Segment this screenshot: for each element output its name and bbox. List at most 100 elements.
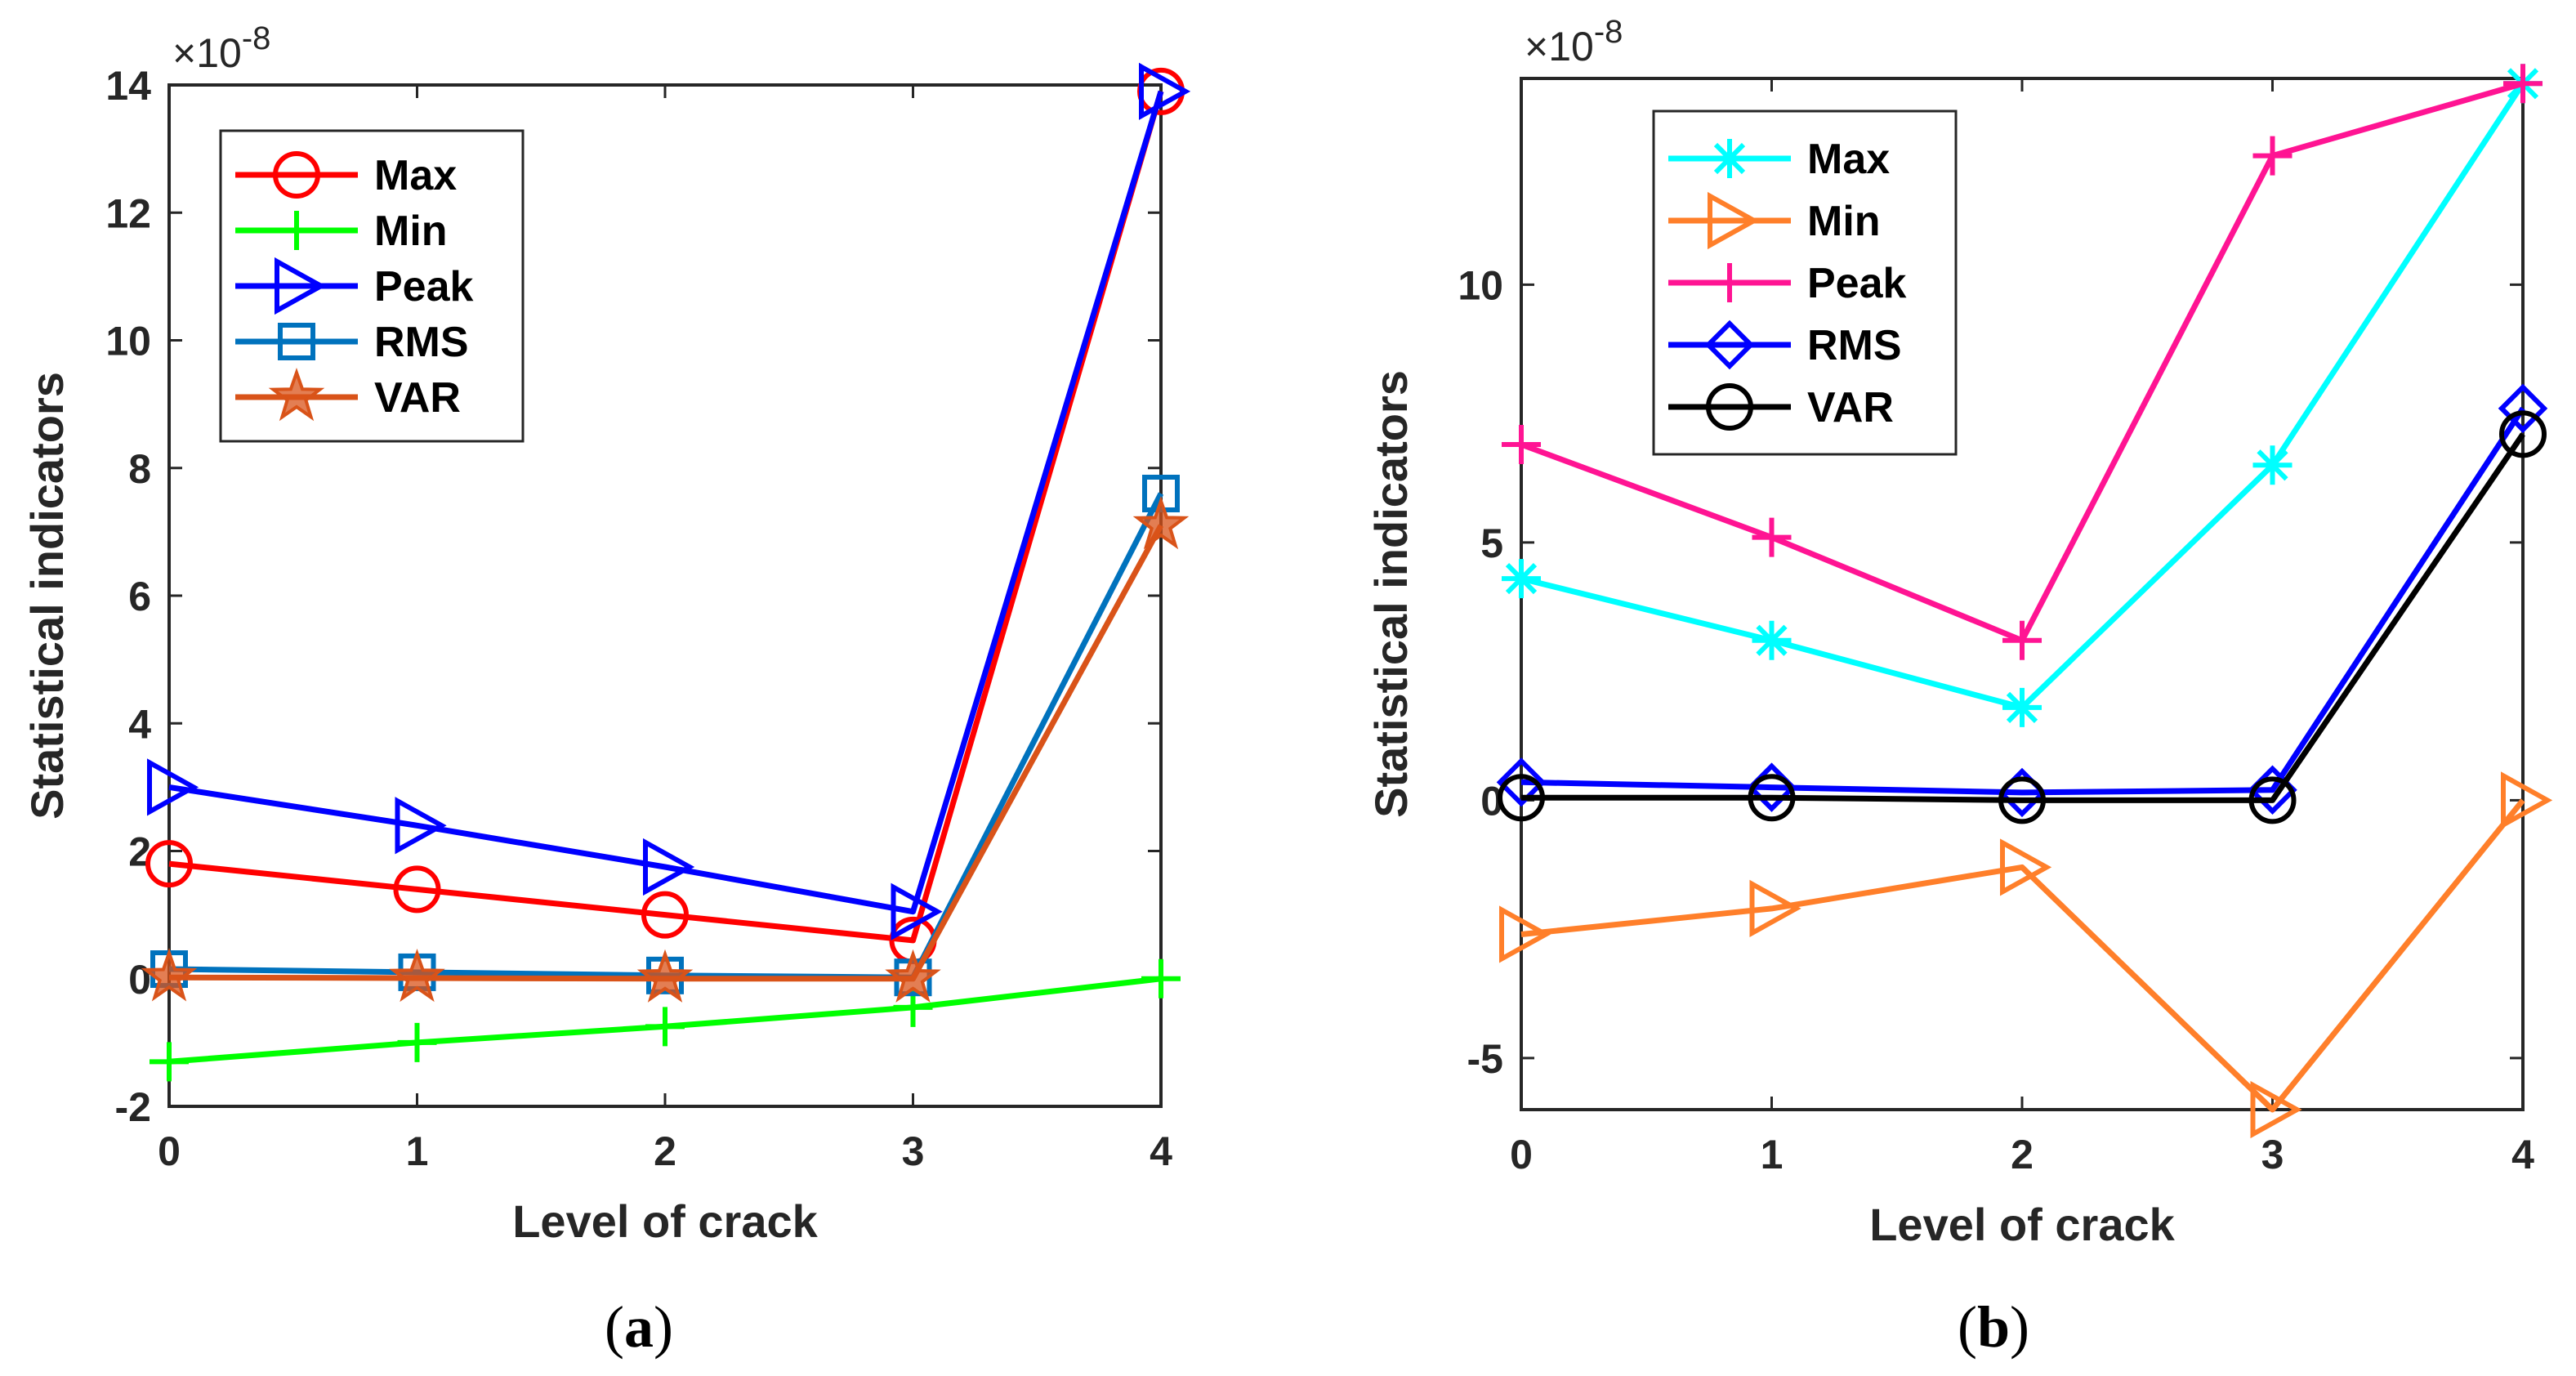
data-point-peak: [1139, 62, 1191, 120]
data-point-max: [641, 891, 689, 939]
data-point-peak: [2503, 64, 2543, 104]
data-point-peak: [147, 758, 199, 816]
data-point-max: [2002, 687, 2042, 727]
x-tick-label: 0: [158, 1128, 181, 1174]
data-point-var: [141, 948, 198, 1002]
data-point-rms: [1496, 757, 1547, 807]
data-point-peak: [643, 838, 695, 896]
y-tick-label: 14: [105, 63, 151, 109]
legend-label-var: VAR: [1807, 384, 1894, 431]
y-tick-label: -2: [115, 1084, 151, 1130]
y-tick-label: 8: [128, 446, 151, 492]
data-point-min: [1749, 879, 1801, 938]
x-tick-label: 2: [2011, 1132, 2034, 1177]
x-tick-label: 4: [2511, 1132, 2534, 1177]
data-point-var: [2499, 410, 2547, 458]
data-point-min: [1499, 905, 1551, 963]
legend-label-max: Max: [1807, 136, 1890, 183]
legend-label-max: Max: [374, 152, 457, 199]
x-axis-label: Level of crack: [1869, 1199, 2175, 1250]
x-tick-label: 0: [1510, 1132, 1533, 1177]
legend-label-min: Min: [1807, 198, 1881, 245]
y-tick-label: 5: [1480, 520, 1503, 566]
legend-marker: [1710, 263, 1749, 302]
x-axis-label: Level of crack: [512, 1195, 818, 1247]
data-point-min: [397, 1022, 437, 1062]
x-tick-label: 1: [1761, 1132, 1784, 1177]
series-min: [150, 958, 1181, 1082]
series-var: [141, 496, 1190, 1003]
data-point-var: [885, 949, 941, 1003]
y-tick-label: 4: [128, 701, 151, 747]
legend-label-var: VAR: [374, 374, 461, 422]
legend-marker: [268, 367, 325, 422]
series-line-peak: [168, 90, 1164, 915]
y-axis-label: Statistical indicators: [1365, 370, 1417, 818]
data-point-min: [2000, 838, 2052, 896]
y-tick-label: 10: [1458, 262, 1503, 308]
caption-a: (a): [605, 1294, 673, 1360]
data-point-var: [636, 949, 694, 1003]
legend-marker: [273, 151, 320, 199]
legend-marker: [1708, 191, 1760, 250]
series-min: [1499, 771, 2553, 1139]
legend-label-rms: RMS: [374, 319, 469, 366]
data-point-peak: [891, 882, 943, 940]
legend-label-rms: RMS: [1807, 322, 1902, 369]
y-tick-label: -5: [1467, 1036, 1503, 1082]
data-point-var: [1748, 774, 1796, 822]
data-point-rms: [2498, 383, 2548, 434]
data-point-min: [150, 1042, 189, 1082]
legend-label-peak: Peak: [1807, 260, 1907, 307]
legend-marker: [277, 211, 316, 250]
y-tick-label: 12: [105, 190, 151, 236]
x-tick-label: 4: [1150, 1128, 1172, 1174]
legend-label-peak: Peak: [374, 263, 474, 310]
data-point-peak: [1502, 425, 1541, 465]
legend-marker: [275, 257, 327, 315]
data-point-min: [645, 1007, 685, 1047]
legend-marker: [1704, 319, 1755, 370]
x-tick-label: 3: [2261, 1132, 2284, 1177]
data-point-max: [1502, 559, 1541, 599]
legend-marker: [278, 323, 315, 360]
data-point-peak: [2002, 620, 2042, 660]
legend-a: Max Min Peak RMS VAR: [219, 129, 525, 443]
data-point-var: [1998, 776, 2046, 824]
legend-b: Max Min Peak RMS VAR: [1652, 109, 1958, 456]
legend-marker: [1706, 383, 1753, 431]
x-tick-label: 2: [654, 1128, 676, 1174]
data-point-var: [2248, 776, 2297, 824]
data-point-var: [1132, 496, 1190, 550]
series-peak: [147, 62, 1191, 940]
x-tick-label: 1: [406, 1128, 429, 1174]
data-point-max: [145, 840, 193, 888]
data-point-max: [2252, 445, 2293, 485]
data-point-min: [1141, 958, 1181, 998]
series-var: [1498, 410, 2547, 824]
series-line-rms: [1520, 406, 2525, 796]
data-point-min: [2501, 771, 2553, 829]
y-tick-label: 6: [128, 574, 151, 619]
legend-label-min: Min: [374, 208, 448, 255]
data-point-peak: [1752, 517, 1792, 557]
data-point-var: [389, 948, 445, 1003]
series-line-var: [1521, 432, 2525, 803]
series-line-max: [168, 90, 1164, 944]
data-point-max: [1752, 620, 1792, 660]
series-line-min: [1520, 798, 2525, 1113]
caption-b: (b): [1958, 1294, 2029, 1360]
exponent-label: ×10-8: [172, 20, 270, 76]
x-tick-label: 3: [902, 1128, 925, 1174]
y-axis-label: Statistical indicators: [21, 372, 73, 820]
data-point-min: [2250, 1080, 2302, 1139]
y-tick-label: 0: [128, 957, 151, 1003]
series-peak: [1502, 64, 2543, 660]
data-point-peak: [2252, 136, 2293, 176]
data-point-var: [1498, 774, 1545, 822]
y-tick-label: 10: [105, 319, 151, 364]
data-point-peak: [395, 797, 447, 855]
